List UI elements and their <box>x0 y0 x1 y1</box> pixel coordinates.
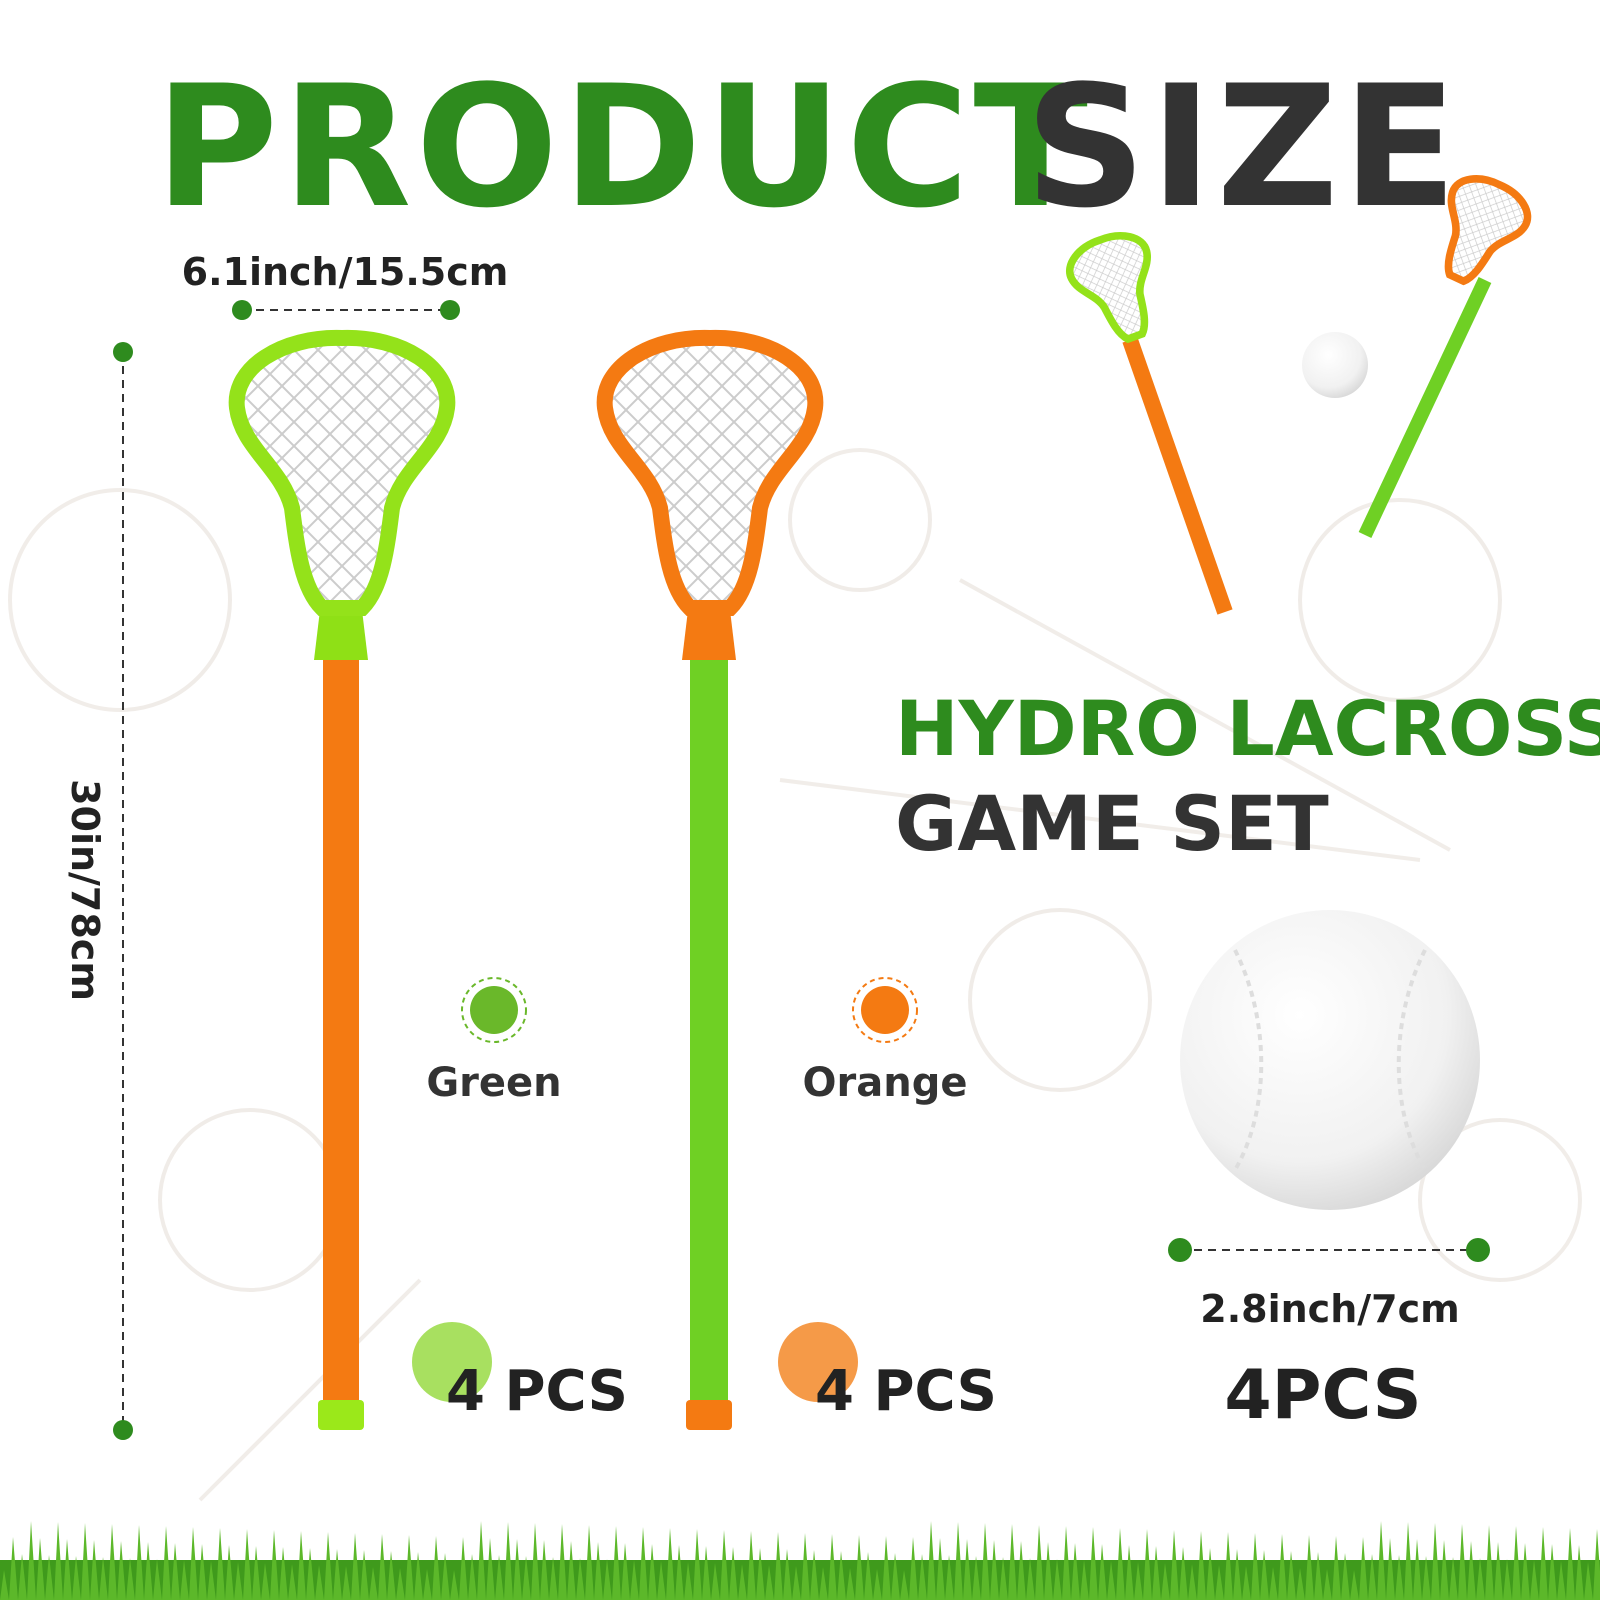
ball-quantity: 4PCS <box>1224 1356 1421 1435</box>
title-product: PRODUCT <box>155 49 1092 245</box>
quantity-dot <box>778 1322 858 1402</box>
small-sticks <box>1062 168 1536 615</box>
color-label: Orange <box>803 1060 968 1106</box>
stick-orange-head <box>605 338 816 1430</box>
subtitle-line2: GAME SET <box>895 779 1329 868</box>
quantity-dot <box>412 1322 492 1402</box>
length-dimension <box>113 342 133 1440</box>
subtitle-line1: HYDRO LACROSSE <box>895 684 1600 773</box>
head-width-dimension <box>232 300 460 320</box>
quantity-label: 4 PCS <box>446 1359 628 1424</box>
title-size: SIZE <box>1025 49 1461 245</box>
ball <box>1180 910 1480 1210</box>
green-swatch <box>461 977 527 1043</box>
color-label: Green <box>426 1060 561 1106</box>
length-label: 30in/78cm <box>63 779 107 1001</box>
orange-swatch <box>852 977 918 1043</box>
ball-dimension <box>1168 1238 1490 1262</box>
stick-green-head <box>237 338 448 1430</box>
ball-dimension-label: 2.8inch/7cm <box>1200 1287 1459 1331</box>
quantity-label: 4 PCS <box>815 1359 997 1424</box>
head-width-label: 6.1inch/15.5cm <box>182 250 509 294</box>
grass <box>0 1521 1600 1600</box>
